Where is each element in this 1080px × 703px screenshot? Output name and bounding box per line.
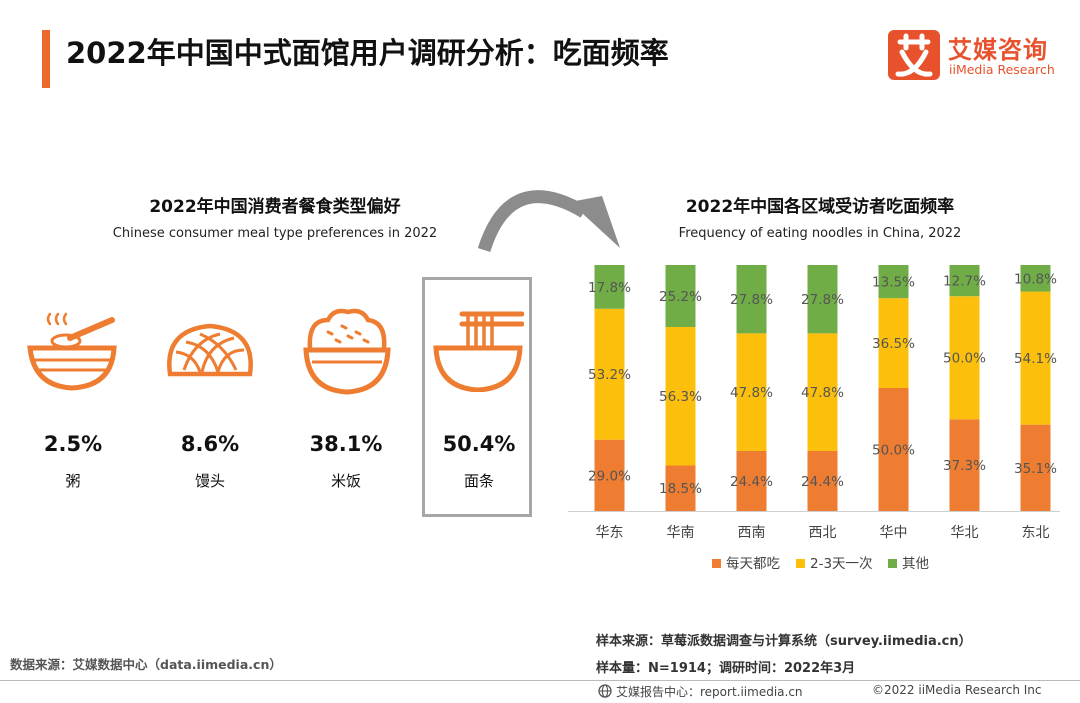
data-label: 36.5% bbox=[872, 336, 915, 352]
data-label: 37.3% bbox=[943, 458, 986, 474]
legend-swatch bbox=[712, 559, 721, 568]
chart-title: 2022年中国各区域受访者吃面频率 bbox=[685, 197, 955, 217]
meal-name-rice: 米饭 bbox=[330, 472, 361, 490]
bar-西南-2-3天一次 bbox=[736, 333, 767, 451]
data-label: 13.5% bbox=[872, 275, 915, 291]
data-label: 47.8% bbox=[730, 385, 773, 401]
logo-mark-icon bbox=[888, 30, 940, 80]
x-tick-label: 华东 bbox=[596, 525, 624, 541]
bar-华中-2-3天一次 bbox=[878, 298, 909, 388]
data-label: 29.0% bbox=[588, 468, 631, 484]
sample-size: 样本量：N=1914；调研时间：2022年3月 bbox=[596, 661, 856, 676]
bar-华中-每天都吃 bbox=[878, 388, 909, 511]
bar-西北-每天都吃 bbox=[807, 450, 838, 511]
chart-subtitle: Frequency of eating noodles in China, 20… bbox=[678, 226, 962, 241]
bar-华北-2-3天一次 bbox=[949, 296, 980, 420]
bar-西南-每天都吃 bbox=[736, 450, 767, 511]
meal-name-noodle: 面条 bbox=[463, 472, 494, 490]
meal-name-porridge: 粥 bbox=[65, 472, 81, 490]
x-tick-label: 华中 bbox=[880, 525, 908, 541]
data-label: 10.8% bbox=[1014, 271, 1057, 287]
x-tick-label: 华北 bbox=[951, 525, 979, 541]
noodle-bowl-icon bbox=[432, 308, 525, 396]
legend-swatch bbox=[796, 559, 805, 568]
iimedia-logo: 艾媒咨询 iiMedia Research bbox=[888, 30, 1063, 82]
bar-西南-其他 bbox=[736, 265, 767, 334]
meal-name-bun: 馒头 bbox=[194, 472, 225, 490]
x-tick-label: 东北 bbox=[1022, 525, 1050, 541]
report-center: 艾媒报告中心：report.iimedia.cn bbox=[616, 685, 803, 699]
data-label: 54.1% bbox=[1014, 351, 1057, 367]
meal-section-title: 2022年中国消费者餐食类型偏好 bbox=[149, 197, 401, 217]
bar-华东-每天都吃 bbox=[594, 439, 625, 511]
legend-label: 2-3天一次 bbox=[810, 556, 873, 572]
data-label: 25.2% bbox=[659, 289, 702, 305]
data-label: 50.0% bbox=[943, 351, 986, 367]
data-label: 47.8% bbox=[801, 385, 844, 401]
meal-pct-bun: 8.6% bbox=[180, 432, 240, 456]
data-label: 18.5% bbox=[659, 481, 702, 497]
bar-华中-其他 bbox=[878, 265, 909, 299]
legend-swatch bbox=[888, 559, 897, 568]
globe-icon bbox=[598, 683, 612, 702]
bar-东北-其他 bbox=[1020, 265, 1051, 292]
noodle-highlight-box bbox=[422, 277, 532, 517]
bar-华东-其他 bbox=[594, 265, 625, 309]
sample-source: 样本来源：草莓派数据调查与计算系统（survey.iimedia.cn） bbox=[596, 634, 972, 649]
footer-divider bbox=[0, 680, 1080, 681]
legend-label: 每天都吃 bbox=[726, 556, 780, 572]
bar-西北-2-3天一次 bbox=[807, 333, 838, 451]
data-label: 50.0% bbox=[872, 443, 915, 459]
curved-arrow-icon bbox=[470, 178, 640, 262]
data-label: 27.8% bbox=[730, 292, 773, 308]
x-tick-label: 华南 bbox=[667, 525, 695, 541]
logo-text-en: iiMedia Research bbox=[949, 62, 1055, 77]
bar-西北-其他 bbox=[807, 265, 838, 334]
bar-东北-2-3天一次 bbox=[1020, 291, 1051, 425]
noodle-frequency-chart: 29.0% 53.2% 17.8% 华东 18.5% 56.3% 25.2% 华南 24.4% 4… bbox=[568, 265, 1060, 572]
data-label: 56.3% bbox=[659, 389, 702, 405]
data-label: 35.1% bbox=[1014, 461, 1057, 477]
meal-pct-porridge: 2.5% bbox=[43, 432, 103, 456]
title-accent-bar bbox=[42, 30, 50, 88]
bar-华北-其他 bbox=[949, 265, 980, 297]
data-label: 17.8% bbox=[588, 280, 631, 296]
data-label: 53.2% bbox=[588, 367, 631, 383]
logo-text-cn: 艾媒咨询 bbox=[948, 36, 1048, 64]
meal-section-subtitle: Chinese consumer meal type preferences i… bbox=[112, 226, 438, 241]
data-label: 27.8% bbox=[801, 292, 844, 308]
data-label: 24.4% bbox=[730, 474, 773, 490]
meal-pct-rice: 38.1% bbox=[309, 432, 383, 456]
steamed-bun-icon bbox=[164, 320, 256, 388]
x-tick-label: 西南 bbox=[738, 525, 766, 541]
meal-pct-noodle: 50.4% bbox=[442, 432, 516, 456]
page-title: 2022年中国中式面馆用户调研分析：吃面频率 bbox=[66, 36, 669, 70]
legend-label: 其他 bbox=[902, 556, 929, 572]
bar-华南-其他 bbox=[665, 265, 696, 327]
bar-华东-2-3天一次 bbox=[594, 308, 625, 440]
bar-东北-每天都吃 bbox=[1020, 424, 1051, 511]
bar-华南-2-3天一次 bbox=[665, 326, 696, 466]
bar-华南-每天都吃 bbox=[665, 465, 696, 511]
x-tick-label: 西北 bbox=[809, 525, 837, 541]
data-source: 数据来源：艾媒数据中心（data.iimedia.cn） bbox=[10, 657, 282, 672]
data-label: 12.7% bbox=[943, 274, 986, 290]
data-label: 24.4% bbox=[801, 474, 844, 490]
porridge-bowl-icon bbox=[26, 308, 122, 402]
bar-华北-每天都吃 bbox=[949, 419, 980, 511]
rice-bowl-icon bbox=[302, 306, 392, 404]
copyright: ©2022 iiMedia Research Inc bbox=[872, 683, 1042, 697]
